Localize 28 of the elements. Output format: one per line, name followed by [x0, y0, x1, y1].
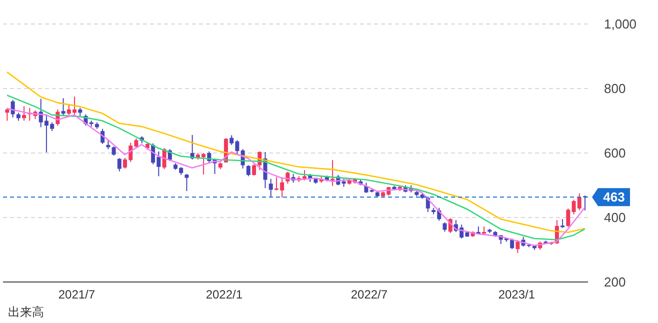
x-tick-label: 2023/1 [498, 288, 536, 302]
candlestick [510, 238, 514, 250]
candlestick [112, 146, 116, 156]
candlestick [330, 160, 335, 186]
line-series [6, 71, 586, 233]
y-tick-label: 400 [604, 210, 626, 226]
candlestick [61, 98, 66, 116]
x-tick-label: 2022/1 [206, 288, 243, 302]
candlestick [246, 164, 250, 177]
candlestick [184, 173, 189, 192]
x-tick-label: 2021/7 [58, 288, 96, 302]
x-tick-label: 2022/7 [350, 288, 388, 302]
text: 出来高 [8, 304, 44, 321]
candlestick [566, 208, 570, 228]
y-tick-label: 600 [604, 146, 626, 161]
candlestick [10, 99, 15, 118]
candlestick [117, 158, 122, 172]
y-tick-label: 800 [604, 81, 626, 96]
candlestick [364, 182, 368, 194]
candlestick [268, 178, 273, 198]
candlestick [5, 107, 10, 122]
candlestick [516, 240, 520, 254]
candlestick [252, 164, 256, 176]
y-tick-label: 1,000 [604, 16, 637, 32]
y-tick-label: 200 [604, 274, 626, 290]
ref-line-label: 463 [603, 190, 625, 205]
candlestick [22, 106, 26, 122]
candlestick [442, 222, 447, 232]
